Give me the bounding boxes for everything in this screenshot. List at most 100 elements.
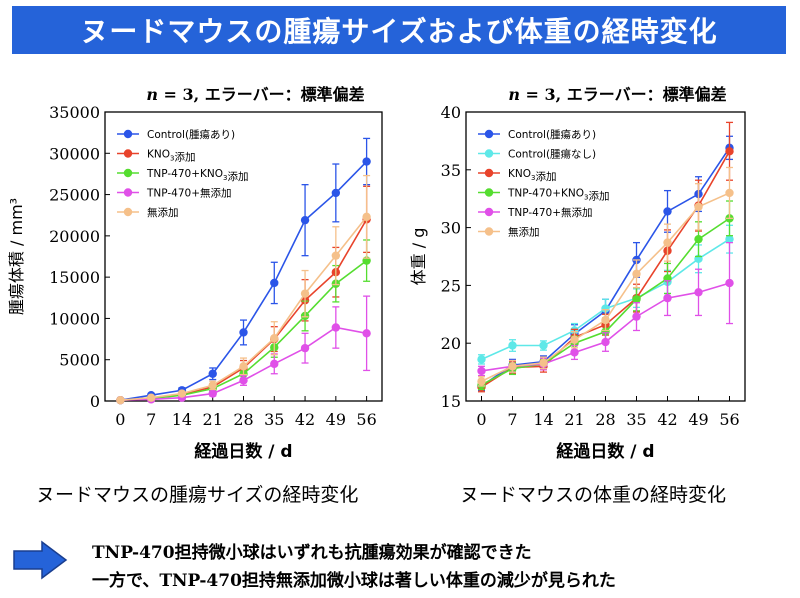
tumor-data-point: [362, 212, 371, 222]
weight-xtick-label: 7: [507, 410, 517, 429]
tumor-legend-marker: [123, 149, 133, 158]
tumor-xtick-label: 35: [264, 410, 284, 429]
weight-legend-marker: [484, 188, 494, 197]
tumor-ytick-label: 15000: [49, 268, 100, 287]
tumor-legend-marker: [123, 188, 133, 197]
tumor-data-point: [116, 395, 125, 405]
weight-legend-label: TNP-470+無添加: [507, 206, 593, 219]
weight-data-point: [539, 358, 548, 368]
weight-xlabel: 経過日数 / d: [556, 441, 654, 462]
weight-series-line: [481, 192, 730, 383]
tumor-data-point: [300, 289, 310, 298]
weight-ytick-label: 30: [441, 219, 461, 238]
conclusion-line-1: TNP-470担持微小球はいずれも抗腫瘍効果が確認できた: [92, 543, 532, 563]
weight-xtick-label: 49: [688, 410, 708, 429]
weight-ytick-label: 20: [441, 334, 461, 353]
tumor-data-point: [270, 278, 279, 288]
tumor-ytick-label: 20000: [49, 227, 100, 246]
weight-data-point: [601, 315, 610, 325]
tumor-xlabel: 経過日数 / d: [194, 441, 292, 462]
tumor-data-point: [331, 323, 341, 332]
weight-xtick-label: 35: [626, 410, 646, 429]
tumor-legend-label: TNP-470+無添加: [146, 187, 232, 200]
weight-legend-marker: [484, 168, 494, 178]
weight-data-point: [601, 327, 610, 336]
tumor-ytick-label: 0: [90, 392, 100, 411]
tumor-ytick-label: 30000: [49, 144, 100, 163]
tumor-xtick-label: 0: [115, 410, 125, 429]
weight-xtick-label: 0: [476, 410, 486, 429]
weight-ytick-label: 25: [441, 276, 461, 295]
tumor-xtick-label: 56: [356, 410, 376, 429]
weight-data-point: [508, 341, 517, 350]
tumor-legend-label: 無添加: [147, 206, 179, 219]
weight-legend-marker: [484, 129, 494, 139]
tumor-data-point: [270, 334, 279, 343]
weight-data-point: [632, 295, 641, 304]
banner-title: ヌードマウスの腫瘍サイズおよび体重の経時変化: [12, 6, 786, 54]
weight-xtick-label: 21: [564, 410, 584, 429]
weight-data-point: [539, 341, 548, 350]
tumor-legend-marker: [123, 129, 133, 139]
weight-data-point: [570, 348, 579, 357]
tumor-ytick-label: 5000: [59, 351, 100, 370]
weight-legend-label: Control(腫瘍あり): [508, 128, 596, 141]
weight-data-point: [477, 355, 486, 364]
weight-data-point: [601, 304, 610, 313]
weight-ytick-label: 15: [441, 392, 461, 411]
tumor-data-point: [208, 381, 217, 390]
tumor-xtick-label: 49: [326, 410, 346, 429]
caption-weight: ヌードマウスの体重の経時変化: [460, 484, 727, 506]
tumor-data-point: [300, 215, 310, 225]
tumor-ytick-label: 10000: [49, 309, 100, 328]
weight-legend-label: 無添加: [508, 226, 540, 239]
tumor-data-point: [208, 389, 217, 398]
weight-data-point: [725, 188, 734, 198]
weight-legend-label: TNP-470+KNO3添加: [507, 188, 609, 203]
weight-data-point: [663, 238, 672, 247]
tumor-legend-marker: [123, 207, 133, 217]
tumor-xtick-label: 42: [295, 410, 315, 429]
weight-legend-label: Control(腫瘍なし): [508, 148, 596, 161]
weight-data-point: [694, 234, 703, 244]
weight-data-point: [601, 337, 610, 347]
tumor-data-point: [177, 389, 187, 398]
weight-data-point: [725, 278, 734, 288]
tumor-data-point: [362, 157, 371, 166]
tumor-data-point: [331, 251, 341, 260]
tumor-data-point: [239, 362, 248, 371]
tumor-data-point: [146, 393, 156, 402]
weight-data-point: [632, 312, 641, 321]
weight-legend-marker: [484, 207, 494, 217]
tumor-legend-label: KNO3添加: [147, 149, 195, 164]
weight-data-point: [570, 335, 579, 344]
tumor-ytick-label: 35000: [49, 103, 100, 122]
weight-ytick-label: 40: [441, 103, 461, 122]
weight-ytick-label: 35: [441, 161, 461, 180]
weight-data-point: [663, 207, 672, 216]
weight-legend-label: KNO3添加: [508, 168, 556, 183]
tumor-legend-label: Control(腫瘍あり): [147, 128, 235, 141]
tumor-data-point: [270, 359, 279, 369]
weight-xtick-label: 56: [719, 410, 739, 429]
weight-xtick-label: 28: [595, 410, 615, 429]
tumor-data-point: [362, 329, 371, 338]
tumor-legend-marker: [123, 168, 133, 178]
tumor-data-point: [239, 376, 248, 385]
weight-data-point: [725, 234, 734, 244]
tumor-xtick-label: 7: [146, 410, 156, 429]
tumor-xtick-label: 28: [233, 410, 253, 429]
weight-legend-marker: [484, 149, 494, 158]
conclusion-line-2: 一方で、TNP-470担持無添加微小球は著しい体重の減少が見られた: [92, 571, 616, 591]
weight-data-point: [477, 377, 486, 386]
tumor-xtick-label: 14: [172, 410, 192, 429]
body-weight-chart: n = 3, エラーバー：標準偏差 15 20 25 30 35 40 0 7 14 21 28 35 4…: [409, 85, 746, 462]
right-arrow-icon: [13, 540, 68, 580]
tumor-subtitle: n = 3, エラーバー：標準偏差: [146, 85, 364, 104]
tumor-legend-label: TNP-470+KNO3添加: [146, 168, 248, 183]
tumor-volume-chart: n = 3, エラーバー：標準偏差 0 5000 10000 15000 20000 250…: [7, 85, 383, 462]
weight-data-point: [477, 366, 486, 376]
weight-xtick-label: 42: [657, 410, 677, 429]
weight-data-point: [694, 288, 703, 297]
weight-data-point: [725, 147, 734, 156]
